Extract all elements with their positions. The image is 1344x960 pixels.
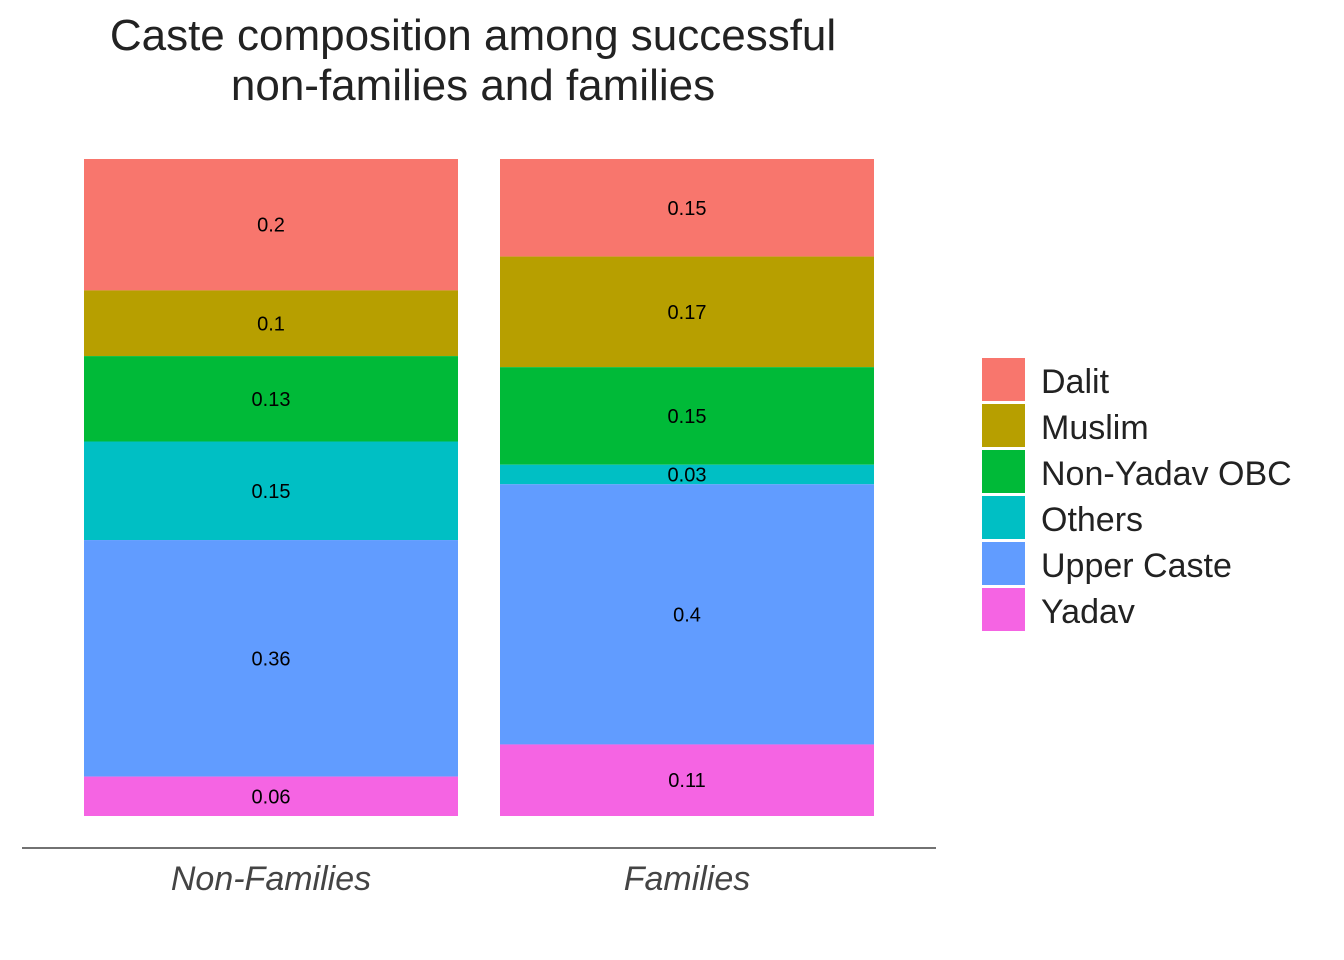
data-label: 0.06 [252,786,291,808]
bar-segment-upper-caste [84,540,458,777]
bar-segment-others [500,464,874,485]
legend-key-non-yadav-obc [982,450,1025,493]
bar-segment-upper-caste [500,484,874,745]
legend-label: Upper Caste [1041,547,1232,585]
legend-label: Non-Yadav OBC [1041,455,1292,493]
bar-segment-others [84,441,458,541]
data-label: 0.03 [668,464,707,486]
bar-segment-muslim [84,290,458,357]
data-label: 0.2 [257,215,285,237]
chart-title: Caste composition among successfulnon-fa… [110,11,836,110]
data-label: 0.11 [668,770,705,792]
bar-segment-yadav [500,744,874,816]
x-axis-labels: Non-Families Families [171,860,750,898]
data-label: 0.36 [252,648,291,670]
chart-title-line: Caste composition among successful [110,11,836,60]
data-label: 0.13 [252,389,291,411]
legend-label: Others [1041,501,1143,539]
bars: 0.2 0.1 0.13 0.15 0.36 0.06 0.15 0.17 0.15 0.03 0.… [84,159,874,816]
x-tick-label: Families [624,860,751,898]
bar-segment-muslim [500,256,874,368]
legend-key-others [982,496,1025,539]
legend-label: Muslim [1041,409,1149,447]
legend-key-muslim [982,404,1025,447]
chart-title-line: non-families and families [231,61,715,110]
data-label: 0.17 [668,302,707,324]
data-label: 0.1 [257,313,285,335]
legend-label: Dalit [1041,363,1110,401]
legend-key-dalit [982,358,1025,401]
data-label: 0.15 [668,406,707,428]
bar-segment-non-yadav-obc [500,367,874,465]
legend: Dalit Muslim Non-Yadav OBC Others Upper Cast… [982,358,1292,631]
x-tick-label: Non-Families [171,860,371,898]
bar-segment-yadav [84,776,458,816]
data-label: 0.15 [252,481,291,503]
data-label: 0.15 [668,198,707,220]
legend-key-upper-caste [982,542,1025,585]
bar-segment-dalit [500,159,874,257]
bar-segment-dalit [84,159,458,291]
legend-key-yadav [982,588,1025,631]
bar-segment-non-yadav-obc [84,356,458,442]
data-label: 0.4 [673,604,701,626]
legend-label: Yadav [1041,593,1135,631]
